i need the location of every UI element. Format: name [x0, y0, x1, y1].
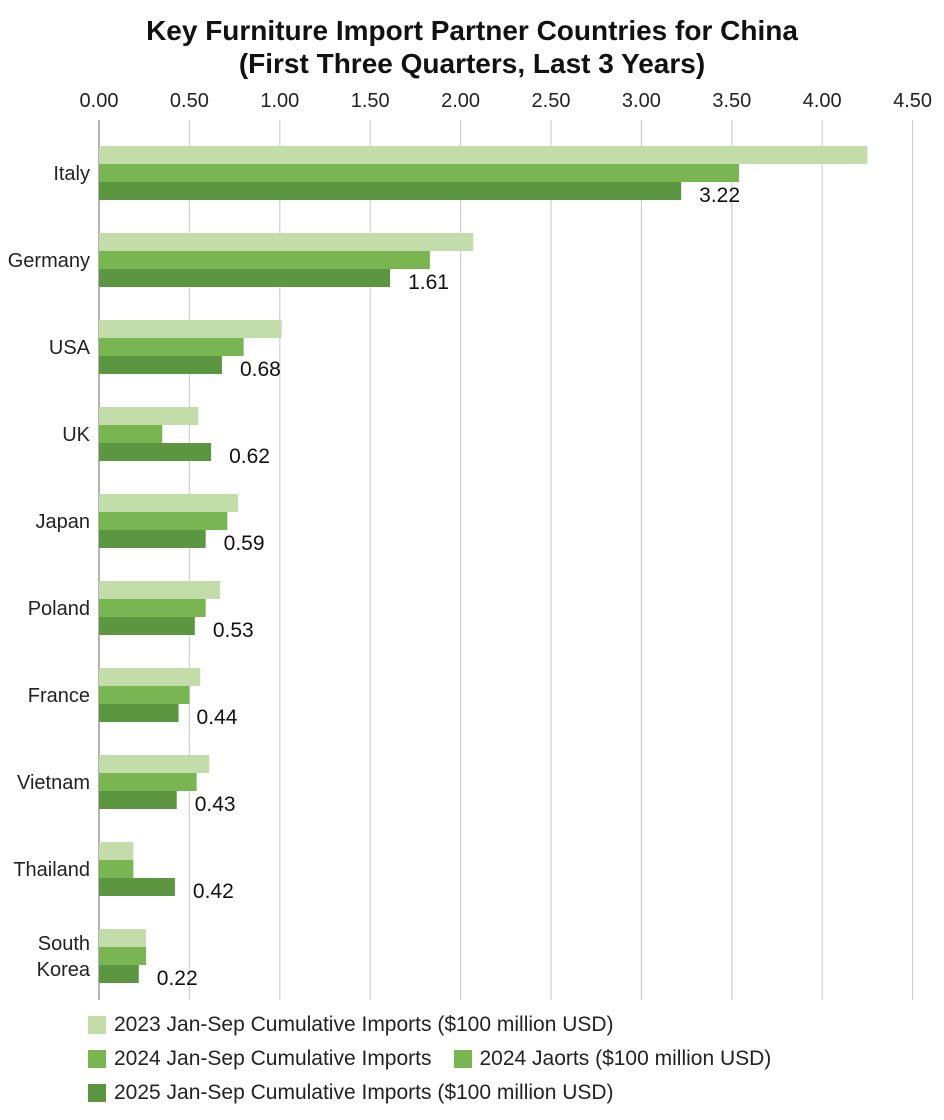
category-label: Poland [28, 598, 90, 620]
x-tick-label: 3.00 [622, 90, 661, 112]
legend-swatch-2024 [88, 1050, 106, 1068]
category-label: France [28, 685, 90, 707]
category-label-line: Vietnam [17, 772, 90, 794]
category-label-line: Korea [37, 959, 91, 981]
x-tick-label: 2.50 [532, 90, 571, 112]
data-label: 0.43 [195, 793, 236, 816]
bar [99, 686, 190, 704]
legend-item-2025: 2025 Jan-Sep Cumulative Imports ($100 mi… [88, 1081, 614, 1105]
legend: 2023 Jan-Sep Cumulative Imports ($100 mi… [88, 1008, 938, 1110]
legend-label-2024-extra: 2024 Jaorts ($100 million USD) [479, 1047, 772, 1070]
bar [99, 581, 221, 599]
category-label: USA [49, 337, 91, 359]
bar [99, 494, 239, 512]
category-labels: Italy Germany USA UK Japan Poland France Vietna… [8, 163, 91, 981]
bar [99, 704, 179, 722]
category-label-line: Germany [8, 250, 90, 272]
x-axis-tick-labels: 0.00 0.50 1.00 1.50 2.00 2.50 3.00 3.50 4.00 4.50 [80, 90, 933, 112]
x-tick-label: 4.50 [893, 90, 932, 112]
bar [99, 269, 391, 287]
chart-title-line-2: (First Three Quarters, Last 3 Years) [238, 48, 706, 79]
data-label: 0.62 [229, 445, 270, 468]
bar [99, 599, 206, 617]
category-label-line: Italy [53, 163, 90, 185]
category-label-line: USA [49, 337, 91, 359]
bar [99, 164, 740, 182]
legend-item-2023: 2023 Jan-Sep Cumulative Imports ($100 mi… [88, 1013, 614, 1037]
category-label: UK [62, 424, 90, 446]
bar [99, 860, 134, 878]
bar [99, 947, 147, 965]
bar [99, 929, 147, 947]
legend-label-2024: 2024 Jan-Sep Cumulative Imports [114, 1047, 432, 1070]
legend-item-2024: 2024 Jan-Sep Cumulative Imports [88, 1047, 432, 1071]
bar [99, 530, 206, 548]
bar [99, 791, 177, 809]
data-labels: 3.22 1.61 0.68 0.62 0.59 0.53 0.44 0.43 0.42 0.22 [157, 184, 740, 990]
category-label-line: UK [62, 424, 90, 446]
data-label: 0.22 [157, 967, 198, 990]
category-label: Japan [36, 511, 91, 533]
x-tick-label: 1.50 [351, 90, 390, 112]
data-label: 3.22 [699, 184, 740, 207]
x-tick-label: 3.50 [712, 90, 751, 112]
bar [99, 668, 201, 686]
bar [99, 338, 244, 356]
bar-chart: 0.00 0.50 1.00 1.50 2.00 2.50 3.00 3.50 4.00 4.50… [8, 90, 933, 1000]
category-label: Vietnam [17, 772, 90, 794]
legend-label-2023: 2023 Jan-Sep Cumulative Imports ($100 mi… [114, 1013, 614, 1036]
bar [99, 755, 210, 773]
data-label: 0.53 [213, 619, 254, 642]
x-tick-label: 4.00 [803, 90, 842, 112]
x-tick-label: 2.00 [441, 90, 480, 112]
bar [99, 842, 134, 860]
bar [99, 425, 163, 443]
category-label: Germany [8, 250, 90, 272]
data-label: 0.59 [224, 532, 265, 555]
legend-row-3: 2025 Jan-Sep Cumulative Imports ($100 mi… [88, 1076, 938, 1110]
chart-title: Key Furniture Import Partner Countries f… [0, 14, 944, 80]
bar [99, 407, 199, 425]
category-label: South Korea [37, 933, 91, 981]
category-label-line: Poland [28, 598, 90, 620]
bar [99, 146, 868, 164]
category-label: Thailand [13, 859, 90, 881]
bar [99, 320, 282, 338]
legend-row-2: 2024 Jan-Sep Cumulative Imports 2024 Jao… [88, 1042, 938, 1076]
data-label: 0.42 [193, 880, 234, 903]
x-tick-label: 0.00 [80, 90, 119, 112]
legend-swatch-2024-extra [453, 1050, 472, 1068]
data-label: 1.61 [408, 271, 449, 294]
bar [99, 773, 197, 791]
legend-item-2024-extra: 2024 Jaorts ($100 million USD) [453, 1047, 772, 1071]
bar [99, 182, 682, 200]
bar [99, 356, 222, 374]
category-label-line: Thailand [13, 859, 90, 881]
legend-label-2025: 2025 Jan-Sep Cumulative Imports ($100 mi… [114, 1081, 614, 1104]
bars [99, 146, 868, 983]
category-label-line: France [28, 685, 90, 707]
legend-swatch-2023 [88, 1016, 106, 1034]
bar [99, 233, 474, 251]
legend-swatch-2025 [88, 1084, 106, 1102]
data-label: 0.44 [197, 706, 238, 729]
bar [99, 512, 228, 530]
x-tick-label: 1.00 [260, 90, 299, 112]
x-tick-label: 0.50 [170, 90, 209, 112]
category-label-line: Japan [36, 511, 91, 533]
chart-title-line-1: Key Furniture Import Partner Countries f… [146, 15, 798, 46]
bar [99, 617, 195, 635]
bar [99, 251, 430, 269]
bar [99, 443, 212, 461]
category-label: Italy [53, 163, 90, 185]
legend-row-1: 2023 Jan-Sep Cumulative Imports ($100 mi… [88, 1008, 938, 1042]
bar [99, 965, 139, 983]
data-label: 0.68 [240, 358, 281, 381]
category-label-line: South [38, 933, 90, 955]
bar [99, 878, 175, 896]
